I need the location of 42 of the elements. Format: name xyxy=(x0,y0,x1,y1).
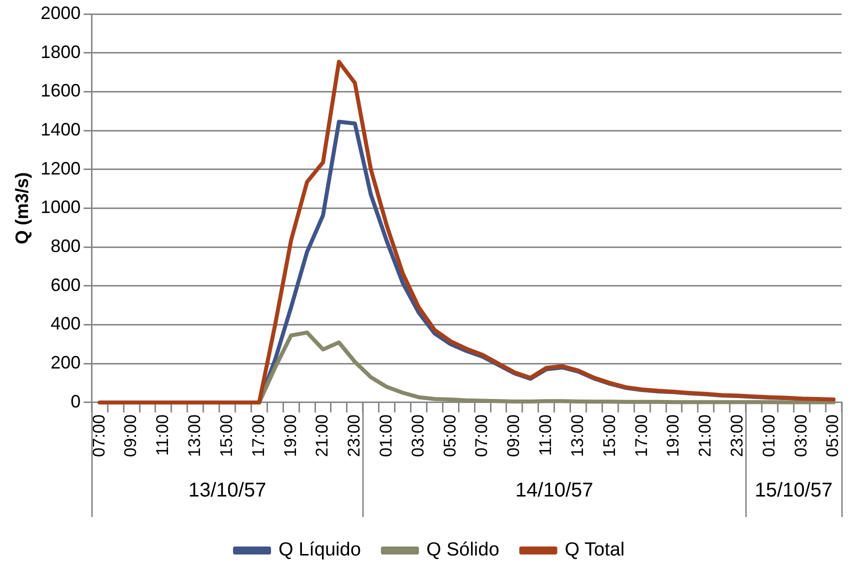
x-tick-label: 19:00 xyxy=(280,414,300,458)
x-tick-label: 07:00 xyxy=(89,414,108,458)
y-tick-label: 1600 xyxy=(40,80,81,101)
x-tick-label: 21:00 xyxy=(696,414,715,458)
y-tick-label: 600 xyxy=(50,274,81,295)
x-tick-label: 15:00 xyxy=(600,414,619,458)
x-tick-label: 05:00 xyxy=(823,414,842,458)
x-tick-label: 09:00 xyxy=(504,414,524,458)
x-tick-label: 03:00 xyxy=(408,414,428,458)
y-tick-label: 0 xyxy=(70,391,81,412)
x-tick-label: 03:00 xyxy=(791,414,810,458)
y-tick-label: 200 xyxy=(50,352,81,373)
x-tick-label: 07:00 xyxy=(472,414,492,458)
legend-label: Q Líquido xyxy=(278,540,361,561)
y-tick-label: 400 xyxy=(50,314,81,334)
text: 15/10/57 xyxy=(754,480,833,502)
text: 14/10/57 xyxy=(515,480,594,502)
x-tick-label: 23:00 xyxy=(728,414,747,458)
x-tick-label: 01:00 xyxy=(376,414,396,458)
x-tick-label: 21:00 xyxy=(312,414,332,458)
legend-label: Q Sólido xyxy=(426,540,500,561)
x-tick-label: 13:00 xyxy=(185,414,204,458)
y-tick-label: 800 xyxy=(50,236,81,256)
x-tick-label: 19:00 xyxy=(664,414,683,458)
legend-label: Q Total xyxy=(564,540,625,561)
x-tick-label: 09:00 xyxy=(121,414,140,458)
y-tick-label: 1000 xyxy=(40,197,81,218)
y-tick-label: 2000 xyxy=(40,2,81,23)
x-tick-label: 13:00 xyxy=(568,414,587,458)
text: 13/10/57 xyxy=(188,480,266,502)
x-tick-label: 11:00 xyxy=(536,414,556,456)
x-tick-label: 17:00 xyxy=(248,414,268,458)
y-tick-label: 1200 xyxy=(40,158,81,178)
x-tick-label: 05:00 xyxy=(440,414,460,458)
x-tick-label: 23:00 xyxy=(344,414,364,458)
y-tick-label: 1400 xyxy=(40,120,81,140)
y-axis-title: Q (m3/s) xyxy=(12,172,32,244)
x-tick-label: 17:00 xyxy=(632,414,651,458)
x-tick-label: 01:00 xyxy=(759,414,778,458)
x-tick-label: 15:00 xyxy=(216,414,236,458)
y-tick-label: 1800 xyxy=(40,42,81,62)
x-tick-label: 11:00 xyxy=(153,414,172,456)
